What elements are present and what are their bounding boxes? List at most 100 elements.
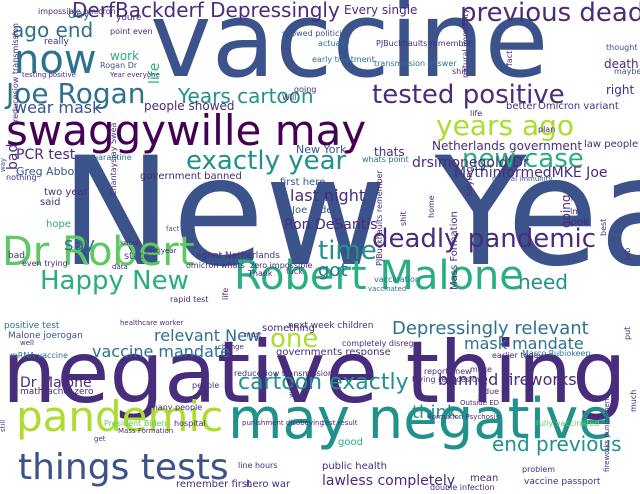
word-formation-psychosis: still [0,419,7,432]
word-put: trying reducesiow [412,375,484,384]
word-omicron-whats: omicron whats [186,261,245,270]
word-double-infection: double infection [430,483,495,492]
word-lawless-completely: lawless completely [322,473,456,489]
word-happy-new: Happy New [40,266,189,296]
word-netherlands-gov: Netherlands government [432,139,583,153]
word-point-even: shit [452,67,467,76]
word-really: early treatment [312,55,375,64]
word-showed-politicia: Year everyone [110,71,160,79]
word-im: drsimonegold Dr [412,155,529,171]
word-vaccine: vaccine [150,0,549,101]
word-early-treatment: PJBuckhaults remember [375,170,384,266]
word-pandemic: pandemic [16,392,224,441]
word-must: know [120,239,139,247]
word-derfbackderf: DerfBackderf Depressingly [72,0,340,22]
word-years-ago: years ago [436,109,575,142]
word-testing-positive: youre [116,13,142,23]
word-year-everyone: transmission answer [374,59,457,68]
word-mythinformed: MythinformedMKE Joe [454,165,608,181]
word-fuck: fuck [286,267,303,276]
word-defend-universal: job [623,247,632,260]
word-fu: Chantaysjay Swea [109,122,118,196]
word-healthcare-worker: healthcare worker [120,319,184,327]
word-maybe: maybe [614,67,640,76]
word-death: death [604,57,639,71]
word-ago-end: ago end [12,18,94,42]
word-truth: fireworks punishment [603,396,611,472]
word-start: way [287,381,296,398]
word-drsimonegold: completely disreg [342,339,414,348]
word-every-single: Every single [344,3,418,17]
word-agnnt-netherlands: agnnt Netherlands [196,251,280,261]
word-work: work [110,49,140,63]
word-wear-mask: wear mask [14,98,102,117]
word-people: people [192,381,220,390]
word-mathrachel: mathrachel zero [20,387,94,397]
word-president-biden: President Biden [104,419,167,428]
word-may-negative: may negative [228,387,613,452]
word-know: point even [110,27,153,36]
word-transmission-answer: shit [399,211,408,226]
word-tested-positive: tested positive [372,80,565,110]
word-nothing: natural immunity [461,8,470,78]
word-fireworks-punishment: put [623,326,632,340]
word-actually: Im [570,207,581,216]
word-one: one [270,324,319,354]
word-better: better [506,101,537,112]
word-exactly-year: exactly year [186,146,347,176]
word-trump: saying [465,166,475,196]
word-problem: problem [522,465,556,474]
word-depressingly-relevant: Depressingly relevant [392,318,589,339]
word-mask-mandate: mask mandate [464,334,584,353]
word-law-people: law people [584,139,639,150]
word-vaccinated: natural immunity [492,175,553,183]
word-now: now [14,37,97,83]
word-chantaysjay: best [599,218,608,236]
word-time: time [318,236,377,266]
word-quarantine: quarantine [88,153,132,162]
word-fact: plan [538,125,556,134]
word-ever: get [94,435,106,443]
word-covid19-vaccines: Formation Psychosis [428,413,500,421]
word-well: life [147,62,163,84]
word-saying: must [244,331,262,339]
word-already: home [427,195,436,218]
word-mass-formation: way [0,157,7,172]
word-data: Rogan Dr [100,61,138,70]
word-thats: thats [374,145,405,159]
word-banned-fireworks: banned fireworks [438,370,577,389]
word-pcr-test: PCR test [16,147,76,163]
word-remember-first: remember first [176,479,252,490]
word-last-night: last night [290,186,366,205]
word-will: going [559,194,573,228]
word-rapid-test: rapid test [170,295,209,304]
word-right: right [606,83,635,97]
word-earlier-today: testing positive [22,71,76,79]
word-deadly-pandemic: deadly pandemic [372,224,597,254]
word-even-trying: even trying [22,259,68,268]
word-thought: thought [606,43,638,52]
word-test-result: test result [322,419,358,427]
word-natural-immunity: nothing [6,173,37,182]
word-tmpot: due [484,387,500,396]
word-whats-point: whats point [362,155,409,164]
word-youre: actually [318,39,350,48]
word-reports-new: reports new [424,367,472,376]
word-pjbuckhaults: Will [282,93,297,102]
word-completely-disreg: vaccination [374,275,420,284]
word-due: bad [8,251,25,261]
word-mrna-vaccine: mRNA vaccine [10,351,68,360]
word-bad: impossible omicron [38,7,116,16]
word-get: life [470,109,483,118]
word-vaccination: fact [166,225,180,233]
word-new-case: new case [462,144,584,174]
word-relevant-new: relevant New [154,326,261,345]
word-hero-war: hero war [246,479,291,490]
word-omicron-variant: Omicron variant [538,101,619,112]
word-rogan-dr: PJBuckhaults remember [376,39,472,48]
word-things-tests: things tests [18,447,229,488]
word-say: say [64,234,96,255]
word-thank: Thank [248,269,273,278]
word-marco-rubio: Marco Rubiokeep [522,349,591,358]
